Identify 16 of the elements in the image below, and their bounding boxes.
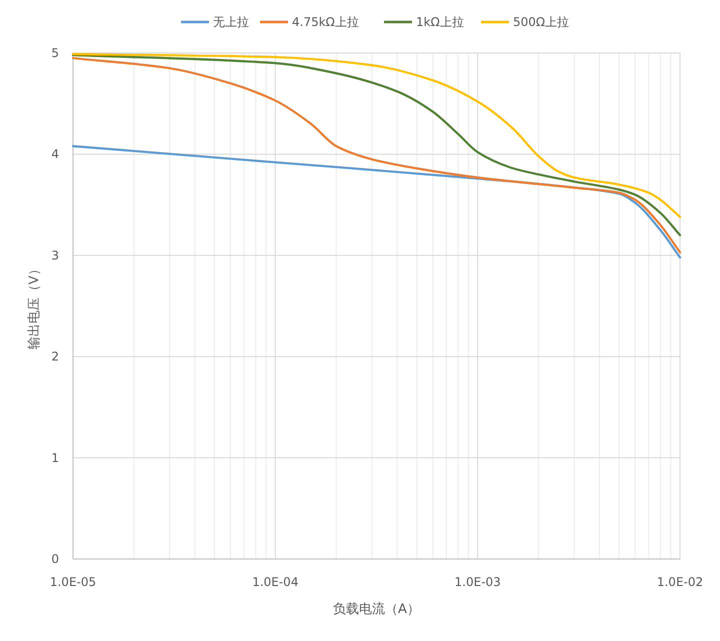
y-tick-label: 2 bbox=[51, 350, 59, 364]
y-tick-label: 1 bbox=[51, 450, 59, 465]
x-tick-label: 1.0E-03 bbox=[454, 575, 501, 589]
x-tick-label: 1.0E-04 bbox=[252, 575, 298, 589]
y-tick-label: 4 bbox=[51, 147, 59, 162]
legend-label: 无上拉 bbox=[213, 15, 249, 29]
y-axis-title: 输出电压（V） bbox=[27, 262, 42, 350]
y-tick-label: 0 bbox=[51, 552, 59, 566]
y-tick-label: 3 bbox=[51, 248, 59, 262]
x-axis-title: 负载电流（A） bbox=[333, 601, 420, 617]
y-tick-label: 5 bbox=[51, 46, 59, 60]
x-tick-label: 1.0E-02 bbox=[656, 575, 704, 589]
x-tick-label: 1.0E-05 bbox=[50, 575, 96, 589]
legend-label: 500Ω上拉 bbox=[513, 15, 570, 29]
legend-label: 4.75kΩ上拉 bbox=[292, 15, 359, 29]
legend-label: 1kΩ上拉 bbox=[416, 15, 464, 29]
